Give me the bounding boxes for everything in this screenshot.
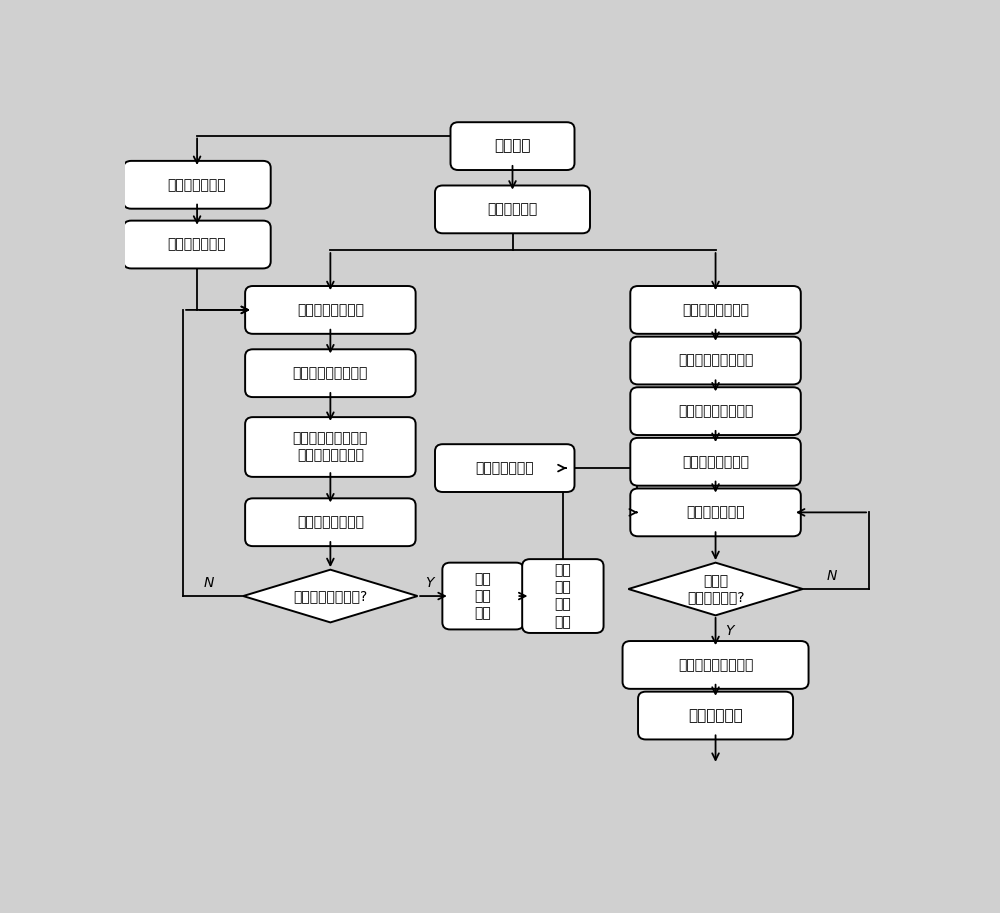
Text: 已遍历
新空时码集合?: 已遍历 新空时码集合? — [687, 574, 744, 604]
Text: 获得
新空
时码
集合: 获得 新空 时码 集合 — [554, 563, 571, 629]
FancyBboxPatch shape — [450, 122, 574, 170]
Text: 得到参数估计向量: 得到参数估计向量 — [682, 455, 749, 468]
Text: Y: Y — [725, 624, 733, 638]
Polygon shape — [243, 570, 418, 623]
Text: 得出符号数向量: 得出符号数向量 — [475, 461, 534, 475]
Text: 计算距离判决值: 计算距离判决值 — [686, 506, 745, 519]
FancyBboxPatch shape — [442, 562, 524, 629]
FancyBboxPatch shape — [630, 438, 801, 486]
Text: 获得有效特征值向量
和噪声特征值向量: 获得有效特征值向量 和噪声特征值向量 — [293, 431, 368, 463]
FancyBboxPatch shape — [630, 387, 801, 436]
Text: 计算分组协方差矩阵: 计算分组协方差矩阵 — [293, 366, 368, 380]
Text: 已遍历特征量集合?: 已遍历特征量集合? — [293, 589, 368, 603]
FancyBboxPatch shape — [245, 498, 416, 546]
Text: Y: Y — [425, 576, 434, 590]
FancyBboxPatch shape — [245, 286, 416, 334]
FancyBboxPatch shape — [123, 221, 271, 268]
FancyBboxPatch shape — [123, 161, 271, 209]
FancyBboxPatch shape — [435, 445, 574, 492]
Text: N: N — [827, 569, 837, 582]
FancyBboxPatch shape — [522, 559, 604, 633]
Text: 得出判决码型: 得出判决码型 — [688, 708, 743, 723]
Text: 提取空时码集合: 提取空时码集合 — [168, 178, 226, 192]
Text: 获得部分特征值向量: 获得部分特征值向量 — [678, 353, 753, 368]
Text: 构造部分相关矩阵: 构造部分相关矩阵 — [682, 303, 749, 317]
FancyBboxPatch shape — [630, 286, 801, 334]
Polygon shape — [628, 562, 803, 615]
FancyBboxPatch shape — [630, 337, 801, 384]
Text: 预估
计特
征量: 预估 计特 征量 — [475, 572, 491, 620]
Text: 计算似然函数值向量: 计算似然函数值向量 — [678, 404, 753, 418]
Text: 计算特征量函数值: 计算特征量函数值 — [297, 515, 364, 530]
FancyBboxPatch shape — [638, 692, 793, 740]
FancyBboxPatch shape — [245, 417, 416, 477]
Text: 得到距离判决值向量: 得到距离判决值向量 — [678, 658, 753, 672]
FancyBboxPatch shape — [623, 641, 809, 688]
FancyBboxPatch shape — [435, 185, 590, 234]
FancyBboxPatch shape — [245, 350, 416, 397]
Text: N: N — [204, 576, 214, 590]
Text: 构造分组相关矩阵: 构造分组相关矩阵 — [297, 303, 364, 317]
Text: 接收信号: 接收信号 — [494, 139, 531, 153]
FancyBboxPatch shape — [630, 488, 801, 536]
Text: 生成特征量集合: 生成特征量集合 — [168, 237, 226, 252]
Text: 生成并联矩阵: 生成并联矩阵 — [487, 203, 538, 216]
